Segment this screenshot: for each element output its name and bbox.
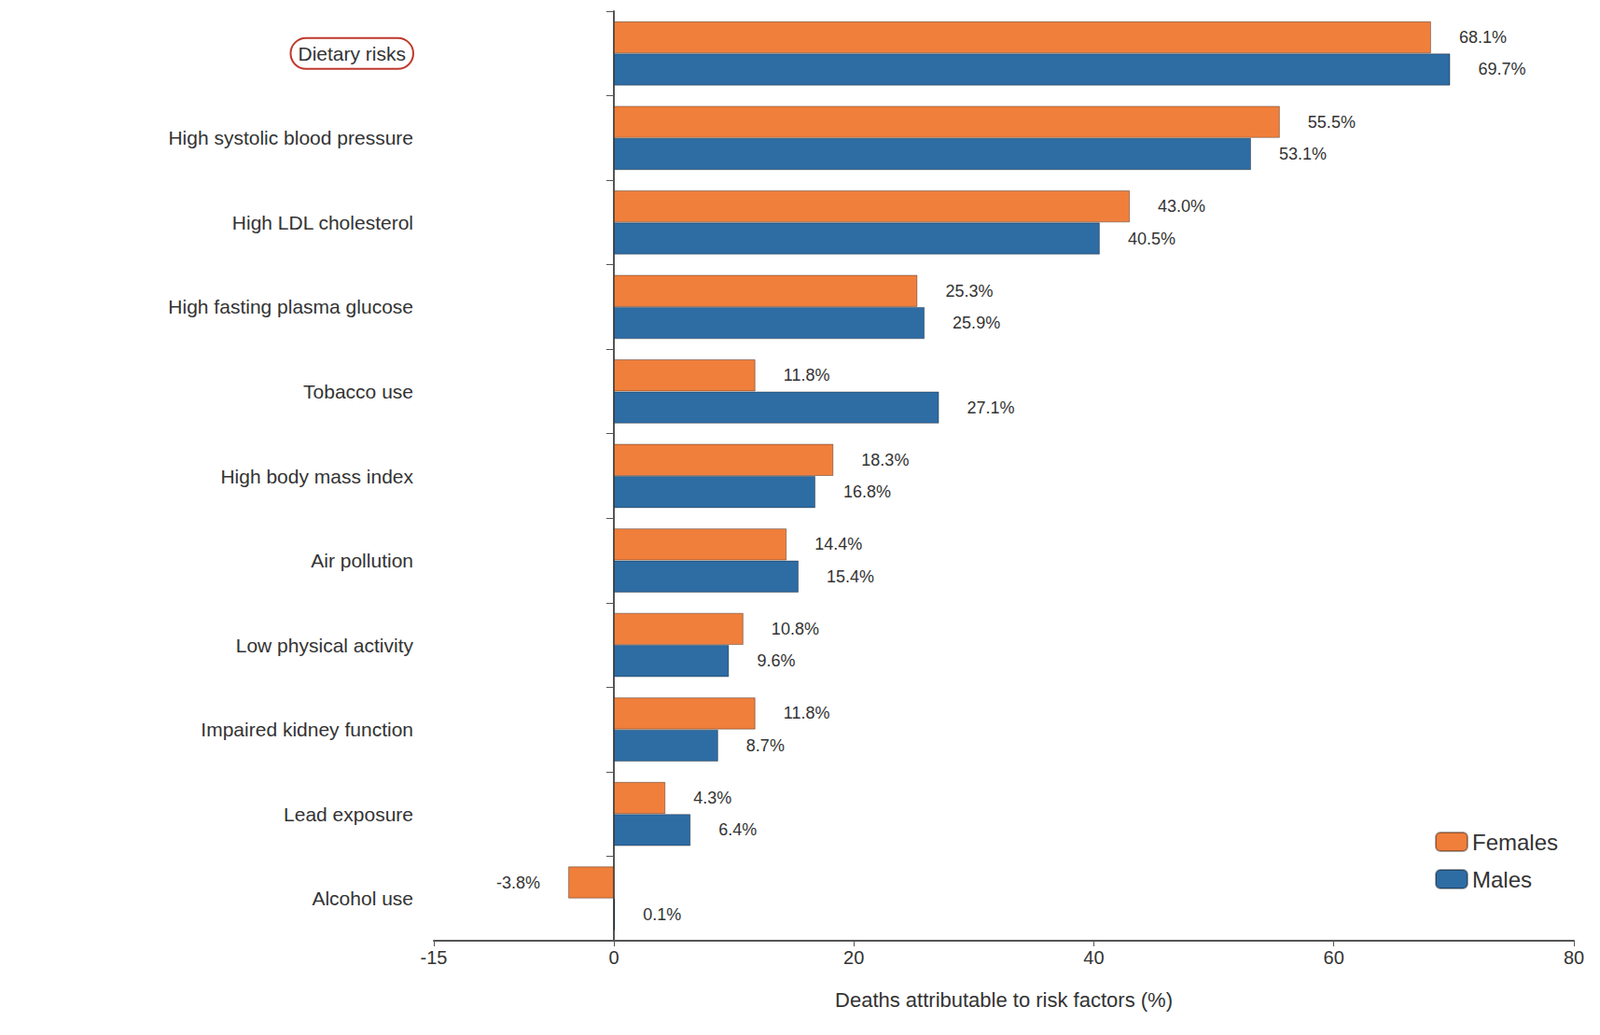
svg-text:10.8%: 10.8% xyxy=(771,619,820,639)
svg-text:9.6%: 9.6% xyxy=(756,651,795,670)
svg-text:53.1%: 53.1% xyxy=(1279,144,1327,164)
svg-text:Impaired kidney function: Impaired kidney function xyxy=(200,718,414,740)
svg-text:High fasting plasma glucose: High fasting plasma glucose xyxy=(167,295,414,318)
svg-text:6.4%: 6.4% xyxy=(718,820,757,839)
svg-text:11.8%: 11.8% xyxy=(783,365,831,385)
svg-text:18.3%: 18.3% xyxy=(861,450,909,470)
svg-text:40: 40 xyxy=(1083,946,1104,968)
svg-text:20: 20 xyxy=(843,946,864,968)
svg-text:43.0%: 43.0% xyxy=(1157,196,1206,216)
svg-text:40.5%: 40.5% xyxy=(1127,229,1176,249)
svg-text:0: 0 xyxy=(608,946,619,968)
svg-text:25.9%: 25.9% xyxy=(952,313,1001,333)
svg-text:Lead exposure: Lead exposure xyxy=(283,803,414,825)
svg-text:Low physical activity: Low physical activity xyxy=(236,634,415,656)
svg-text:High systolic blood pressure: High systolic blood pressure xyxy=(167,126,414,149)
svg-text:25.3%: 25.3% xyxy=(945,281,993,301)
svg-text:Females: Females xyxy=(1472,829,1559,855)
svg-text:15.4%: 15.4% xyxy=(826,567,875,586)
svg-text:-15: -15 xyxy=(420,946,448,968)
svg-text:14.4%: 14.4% xyxy=(814,534,863,554)
svg-text:68.1%: 68.1% xyxy=(1459,27,1507,47)
svg-text:Males: Males xyxy=(1472,866,1532,892)
svg-text:4.3%: 4.3% xyxy=(693,788,732,807)
svg-text:0.1%: 0.1% xyxy=(642,904,682,924)
svg-text:Air pollution: Air pollution xyxy=(310,549,414,571)
svg-text:-3.8%: -3.8% xyxy=(496,873,541,892)
svg-text:27.1%: 27.1% xyxy=(967,398,1016,418)
svg-text:55.5%: 55.5% xyxy=(1307,112,1356,132)
svg-text:High LDL cholesterol: High LDL cholesterol xyxy=(232,211,414,234)
svg-text:8.7%: 8.7% xyxy=(746,736,785,755)
svg-text:Tobacco use: Tobacco use xyxy=(303,380,414,403)
svg-text:80: 80 xyxy=(1563,946,1585,968)
svg-text:16.8%: 16.8% xyxy=(843,482,891,501)
svg-text:60: 60 xyxy=(1323,946,1345,968)
svg-text:Alcohol use: Alcohol use xyxy=(311,887,414,909)
svg-text:Dietary risks: Dietary risks xyxy=(297,42,406,65)
svg-text:69.7%: 69.7% xyxy=(1478,59,1527,79)
svg-text:High body mass index: High body mass index xyxy=(220,465,414,487)
svg-text:Deaths attributable to risk fa: Deaths attributable to risk factors (%) xyxy=(834,987,1173,1012)
svg-text:11.8%: 11.8% xyxy=(783,703,831,723)
